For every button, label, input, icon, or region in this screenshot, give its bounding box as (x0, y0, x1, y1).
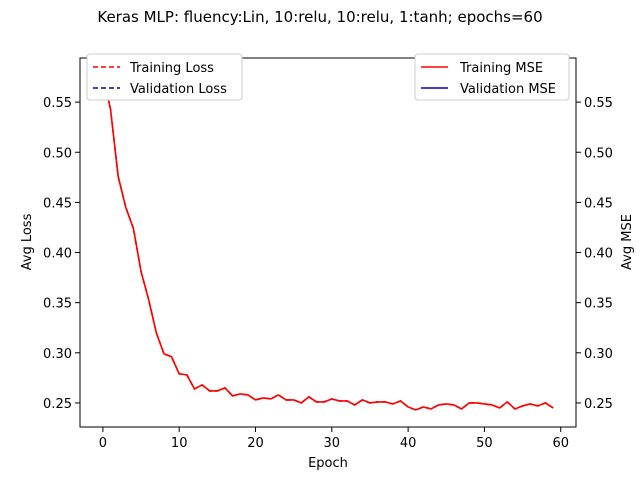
x-tick-label: 10 (171, 436, 188, 451)
x-tick-label: 40 (400, 436, 417, 451)
y-axis-right-label: Avg MSE (620, 214, 635, 270)
y-right-tick-label: 0.40 (584, 247, 613, 262)
x-tick-label: 20 (247, 436, 264, 451)
y-right-tick-label: 0.45 (584, 196, 613, 211)
x-tick-label: 60 (552, 436, 569, 451)
legend-right-box (414, 53, 570, 101)
series-layer (102, 74, 554, 411)
y-right-tick-label: 0.25 (584, 397, 613, 412)
legend-training-loss-label: Training Loss (129, 61, 214, 76)
y-left-tick-label: 0.30 (43, 347, 72, 362)
legend-right: Training MSE Validation MSE (414, 53, 570, 101)
y-axis-left-label: Avg Loss (20, 213, 35, 270)
x-tick-label: 50 (476, 436, 493, 451)
legend-training-mse-label: Training MSE (459, 61, 543, 76)
y-axis-right-ticks: 0.25 0.30 0.35 0.40 0.45 0.50 0.55 (576, 96, 613, 412)
plot-frame (79, 57, 577, 428)
x-tick-label: 30 (324, 436, 341, 451)
x-axis-ticks: 0 10 20 30 40 50 60 (99, 427, 569, 451)
legend-validation-mse-label: Validation MSE (460, 82, 556, 97)
y-left-tick-label: 0.55 (43, 96, 72, 111)
y-left-tick-label: 0.25 (43, 397, 72, 412)
y-left-tick-label: 0.35 (43, 297, 72, 312)
x-tick-label: 0 (99, 436, 107, 451)
legend-left: Training Loss Validation Loss (86, 53, 243, 101)
y-left-tick-label: 0.50 (43, 146, 72, 161)
series-line-training-mse (102, 74, 554, 411)
legend-validation-loss-label: Validation Loss (130, 82, 227, 97)
y-axis-left-ticks: 0.25 0.30 0.35 0.40 0.45 0.50 0.55 (43, 96, 80, 412)
legend-left-box (86, 53, 243, 101)
y-left-tick-label: 0.45 (43, 196, 72, 211)
y-right-tick-label: 0.35 (584, 297, 613, 312)
y-right-tick-label: 0.55 (584, 96, 613, 111)
y-right-tick-label: 0.50 (584, 146, 613, 161)
chart-title: Keras MLP: fluency:Lin, 10:relu, 10:relu… (97, 8, 542, 26)
y-left-tick-label: 0.40 (43, 247, 72, 262)
plot-area (80, 58, 576, 427)
x-axis-label: Epoch (308, 456, 348, 471)
y-right-tick-label: 0.30 (584, 347, 613, 362)
